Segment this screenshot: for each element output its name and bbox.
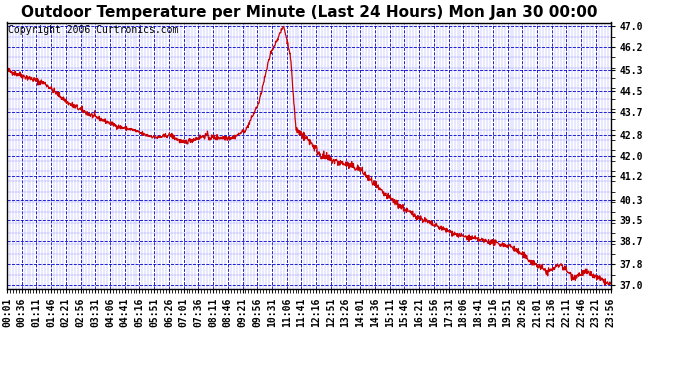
Title: Outdoor Temperature per Minute (Last 24 Hours) Mon Jan 30 00:00: Outdoor Temperature per Minute (Last 24 …	[21, 5, 597, 20]
Text: Copyright 2006 Curtronics.com: Copyright 2006 Curtronics.com	[8, 25, 178, 35]
